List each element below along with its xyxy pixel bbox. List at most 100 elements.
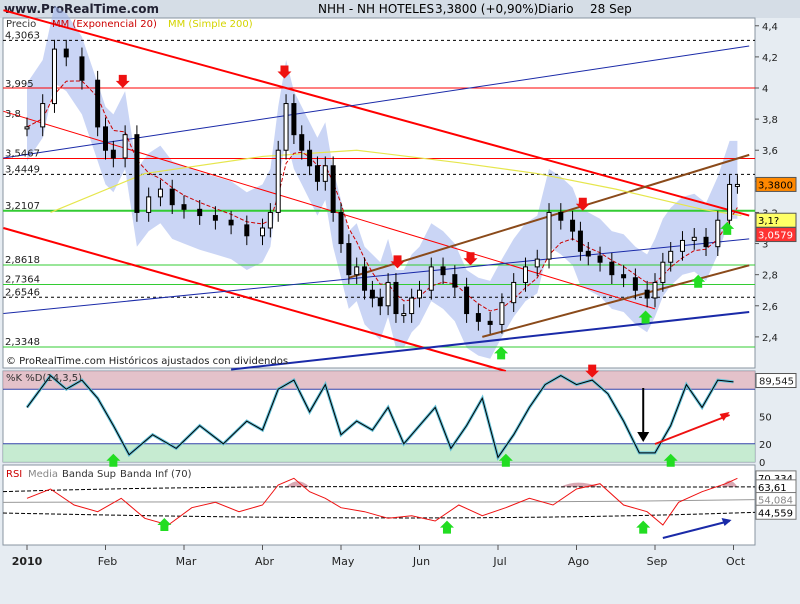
red-down-arrow-icon: [585, 364, 600, 378]
y-tick-label: 2,8: [762, 271, 778, 282]
price-cloud: [27, 5, 738, 359]
y-tick-label: 4,4: [762, 22, 778, 33]
green-up-arrow-icon: [720, 221, 735, 235]
candle-body: [63, 48, 69, 58]
green-up-arrow-icon: [106, 453, 121, 467]
candle-body: [703, 236, 709, 248]
rsi-upper-band: [2, 486, 756, 493]
x-tick-label: Abr: [255, 555, 275, 568]
candle-body: [546, 211, 552, 260]
x-tick-label: Oct: [726, 555, 746, 568]
candle-body: [122, 134, 128, 159]
green-up-arrow-icon: [691, 274, 706, 288]
candle-body: [534, 258, 540, 268]
period-label: Diario: [538, 2, 574, 16]
red-down-arrow-icon: [277, 65, 292, 79]
candle-body: [354, 266, 360, 276]
candle-body: [314, 165, 320, 182]
candle-body: [393, 281, 399, 315]
legend-precio: Precio: [6, 19, 36, 30]
red-channel-bottom: [3, 227, 507, 373]
x-tick-label: 2010: [12, 555, 43, 568]
price-layer: [3, 5, 755, 373]
legend-ema: MM (Exponencial 20): [52, 19, 157, 30]
red-trend-arrow-icon: [719, 412, 730, 421]
candle-body: [577, 230, 583, 252]
y-tick-label: 2,4: [762, 333, 778, 344]
candle-body: [464, 286, 470, 315]
candle-body: [260, 227, 265, 237]
blue-channel-bottom: [230, 311, 750, 371]
site-name[interactable]: www.ProRealTime.com: [4, 2, 159, 16]
candle-body: [597, 255, 603, 263]
y-tick-label: 3,8: [762, 115, 778, 126]
candle-body: [228, 219, 234, 226]
candle-body: [652, 281, 658, 299]
overbought-zone: [3, 371, 755, 390]
candle-body: [679, 239, 685, 252]
blue-trend-arrow-shaft: [662, 520, 730, 539]
legend-rsi: RSI: [6, 469, 22, 480]
candle-body: [369, 289, 375, 299]
candle-body: [570, 219, 576, 232]
legend-stoch: %K %D(14,3,5): [6, 373, 82, 384]
green-up-arrow-icon: [439, 520, 454, 534]
brown-channel-bottom: [482, 264, 750, 338]
level-label: 3,2107: [5, 201, 40, 212]
x-tick-label: May: [332, 555, 355, 568]
candle-body: [79, 56, 85, 81]
candle-body: [632, 277, 638, 291]
quote-value: 3,3800 (+0,90%): [435, 2, 538, 16]
candle-body: [267, 211, 273, 229]
stochastic-layer: 89,545 50 20 0: [3, 364, 797, 469]
candle-body: [644, 289, 650, 299]
candle-body: [322, 165, 328, 182]
rsi-tick-label: 54,084: [758, 496, 793, 507]
candle-body: [691, 236, 697, 241]
x-tick-label: Jul: [492, 555, 506, 568]
candle-body: [330, 165, 336, 213]
candle-body: [377, 297, 383, 307]
y-tick-label: 3,6: [762, 146, 778, 157]
rsi-overbought-fill: [721, 480, 738, 487]
axes-layer: 4,44,243,83,63,43,232,82,62,43,38003,1?3…: [5, 22, 797, 568]
candle-body: [385, 281, 391, 307]
y-tick-label: 4,2: [762, 53, 778, 64]
candle-body: [346, 243, 352, 276]
candle-body: [24, 126, 30, 130]
header-bar: [0, 0, 800, 18]
red-down-arrow-icon: [575, 197, 590, 211]
oversold-zone: [3, 443, 755, 462]
candle-body: [428, 266, 434, 291]
y-tick-label: 3: [762, 240, 768, 251]
red-down-arrow-icon: [115, 74, 130, 88]
legend-rsi-inf: Banda Inf (70): [120, 469, 192, 480]
level-label: 3,8: [5, 109, 21, 120]
green-up-arrow-icon: [636, 520, 651, 534]
x-tick-label: Jun: [412, 555, 430, 568]
level-label: 3,5467: [5, 149, 40, 160]
candle-body: [110, 149, 116, 159]
candle-body: [275, 149, 281, 213]
candle-body: [499, 302, 505, 325]
y-tick-label: 4: [762, 84, 768, 95]
x-tick-label: Feb: [98, 555, 117, 568]
rsi-line: [26, 477, 738, 526]
level-label: 2,7364: [5, 275, 40, 286]
candle-body: [522, 266, 528, 283]
green-up-arrow-icon: [157, 518, 172, 531]
black-down-arrow-icon: [637, 432, 650, 442]
stoch-tick-label: 0: [759, 458, 765, 469]
candle-body: [715, 219, 721, 248]
level-label: 2,8618: [5, 255, 40, 266]
red-down-arrow-icon: [463, 252, 478, 266]
rsi-tick-label: 44,559: [758, 508, 793, 519]
level-label: 4,3063: [5, 30, 40, 41]
candle-body: [727, 183, 733, 221]
rsi-mean-line: [2, 499, 756, 503]
blue-trend-arrow-icon: [721, 518, 732, 526]
candle-body: [338, 211, 344, 245]
